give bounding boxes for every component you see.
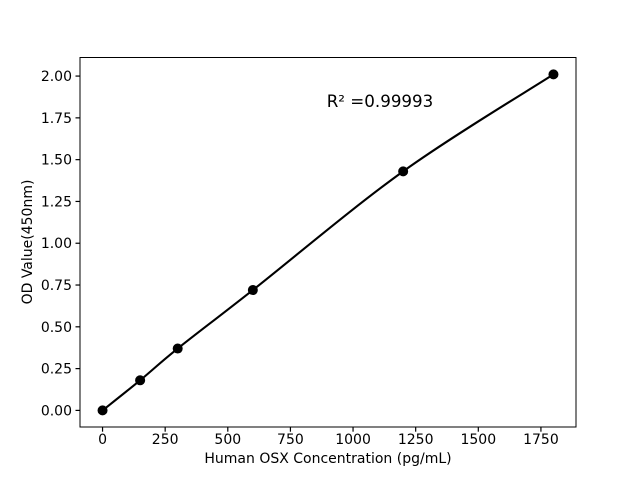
standard-curve-line bbox=[101, 73, 555, 412]
data-point bbox=[135, 375, 146, 386]
y-tick-label: 0.00 bbox=[41, 403, 72, 419]
x-tick-label: 250 bbox=[152, 432, 179, 448]
y-tick-label: 0.25 bbox=[41, 362, 72, 378]
y-tick-label: 2.00 bbox=[41, 69, 72, 85]
x-tick-label: 1250 bbox=[398, 432, 434, 448]
y-axis-label: OD Value(450nm) bbox=[20, 179, 36, 305]
y-tick-label: 1.25 bbox=[41, 194, 72, 210]
y-tick-label: 1.75 bbox=[41, 111, 72, 127]
r-squared-annotation: R² =0.99993 bbox=[326, 91, 434, 111]
y-tick-label: 1.50 bbox=[41, 153, 72, 169]
x-tick-label: 1000 bbox=[335, 432, 371, 448]
plot-frame bbox=[79, 57, 577, 428]
x-axis-label: Human OSX Concentration (pg/mL) bbox=[204, 451, 452, 467]
data-point bbox=[398, 166, 409, 177]
data-point bbox=[548, 69, 559, 80]
x-tick-label: 0 bbox=[98, 432, 107, 448]
x-tick-label: 1750 bbox=[523, 432, 559, 448]
y-tick-label: 0.75 bbox=[41, 278, 72, 294]
x-tick-label: 500 bbox=[214, 432, 241, 448]
data-point bbox=[247, 285, 258, 296]
data-point bbox=[172, 343, 183, 354]
x-tick-label: 1500 bbox=[460, 432, 496, 448]
data-point bbox=[97, 405, 108, 416]
y-tick-label: 1.00 bbox=[41, 236, 72, 252]
y-tick-label: 0.50 bbox=[41, 320, 72, 336]
x-tick-label: 750 bbox=[277, 432, 304, 448]
